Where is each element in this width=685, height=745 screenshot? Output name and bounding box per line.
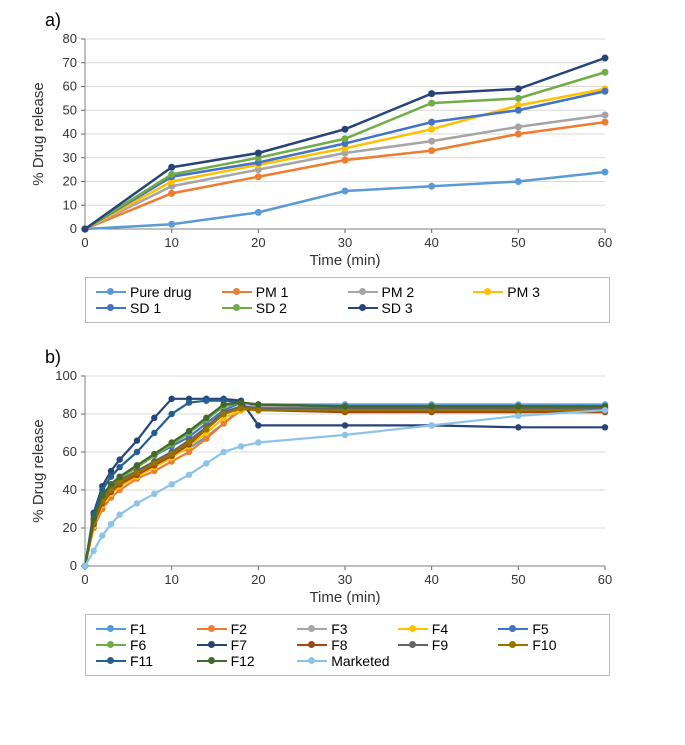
legend-label: F6	[130, 637, 146, 653]
svg-text:10: 10	[164, 572, 178, 587]
svg-text:0: 0	[70, 558, 77, 573]
legend-label: PM 1	[256, 284, 289, 300]
legend-item: F7	[197, 637, 288, 653]
legend-label: F11	[130, 653, 153, 669]
legend-item: F9	[398, 637, 489, 653]
chart-b: 0 20 40 60 80 100 0 10 20 30 40 50 60 Time (min) % Dru…	[10, 370, 675, 606]
svg-text:40: 40	[63, 126, 77, 141]
svg-text:30: 30	[338, 235, 352, 250]
svg-text:50: 50	[511, 235, 525, 250]
legend-label: F12	[231, 653, 255, 669]
panel-a-label: a)	[10, 10, 675, 31]
legend-a: Pure drug PM 1 PM 2 PM 3 SD 1 SD 2 SD 3	[85, 277, 610, 323]
svg-text:100: 100	[55, 370, 77, 383]
svg-text:80: 80	[63, 406, 77, 421]
legend-item: F8	[297, 637, 388, 653]
legend-item: F10	[498, 637, 589, 653]
svg-text:60: 60	[598, 572, 612, 587]
svg-text:20: 20	[251, 235, 265, 250]
legend-item: Pure drug	[96, 284, 212, 300]
svg-text:% Drug release: % Drug release	[30, 82, 47, 185]
legend-label: F3	[331, 621, 347, 637]
svg-text:40: 40	[424, 235, 438, 250]
svg-text:50: 50	[63, 102, 77, 117]
legend-label: Pure drug	[130, 284, 191, 300]
svg-text:Time (min): Time (min)	[309, 252, 380, 269]
legend-label: PM 3	[507, 284, 540, 300]
svg-text:10: 10	[63, 197, 77, 212]
legend-item: F3	[297, 621, 388, 637]
svg-text:Time (min): Time (min)	[309, 589, 380, 606]
legend-label: PM 2	[382, 284, 415, 300]
legend-item: F1	[96, 621, 187, 637]
chart-a: 0 10 20 30 40 50 60 70 80 0 10 20 30 40 50 60 Time (min)…	[10, 33, 675, 269]
legend-label: F8	[331, 637, 347, 653]
legend-label: F7	[231, 637, 247, 653]
legend-item: F2	[197, 621, 288, 637]
svg-text:40: 40	[63, 482, 77, 497]
legend-item: PM 2	[348, 284, 464, 300]
legend-label: F5	[532, 621, 548, 637]
legend-item: PM 3	[473, 284, 589, 300]
legend-label: Marketed	[331, 653, 389, 669]
legend-label: SD 1	[130, 300, 161, 316]
legend-item: SD 1	[96, 300, 212, 316]
svg-text:20: 20	[63, 174, 77, 189]
legend-item: F12	[197, 653, 288, 669]
svg-text:0: 0	[81, 235, 88, 250]
svg-text:% Drug release: % Drug release	[30, 419, 47, 522]
svg-text:0: 0	[81, 572, 88, 587]
legend-label: F1	[130, 621, 146, 637]
svg-text:60: 60	[63, 444, 77, 459]
svg-text:0: 0	[70, 221, 77, 236]
legend-label: F9	[432, 637, 448, 653]
legend-label: F2	[231, 621, 247, 637]
legend-item: Marketed	[297, 653, 388, 669]
legend-label: SD 2	[256, 300, 287, 316]
legend-item: F11	[96, 653, 187, 669]
svg-text:80: 80	[63, 33, 77, 46]
svg-text:30: 30	[63, 150, 77, 165]
svg-text:20: 20	[251, 572, 265, 587]
svg-text:10: 10	[164, 235, 178, 250]
panel-b-label: b)	[10, 347, 675, 368]
svg-text:30: 30	[338, 572, 352, 587]
legend-item: F6	[96, 637, 187, 653]
legend-item: F5	[498, 621, 589, 637]
legend-label: F4	[432, 621, 448, 637]
svg-text:50: 50	[511, 572, 525, 587]
legend-item: SD 3	[348, 300, 464, 316]
svg-text:60: 60	[598, 235, 612, 250]
svg-text:60: 60	[63, 79, 77, 94]
legend-label: SD 3	[382, 300, 413, 316]
svg-text:70: 70	[63, 55, 77, 70]
svg-text:20: 20	[63, 520, 77, 535]
svg-text:40: 40	[424, 572, 438, 587]
legend-item: PM 1	[222, 284, 338, 300]
legend-item: SD 2	[222, 300, 338, 316]
legend-b: F1 F2 F3 F4 F5 F6 F7 F8 F9 F10 F11 F12 Marketed	[85, 614, 610, 676]
legend-item: F4	[398, 621, 489, 637]
legend-label: F10	[532, 637, 556, 653]
